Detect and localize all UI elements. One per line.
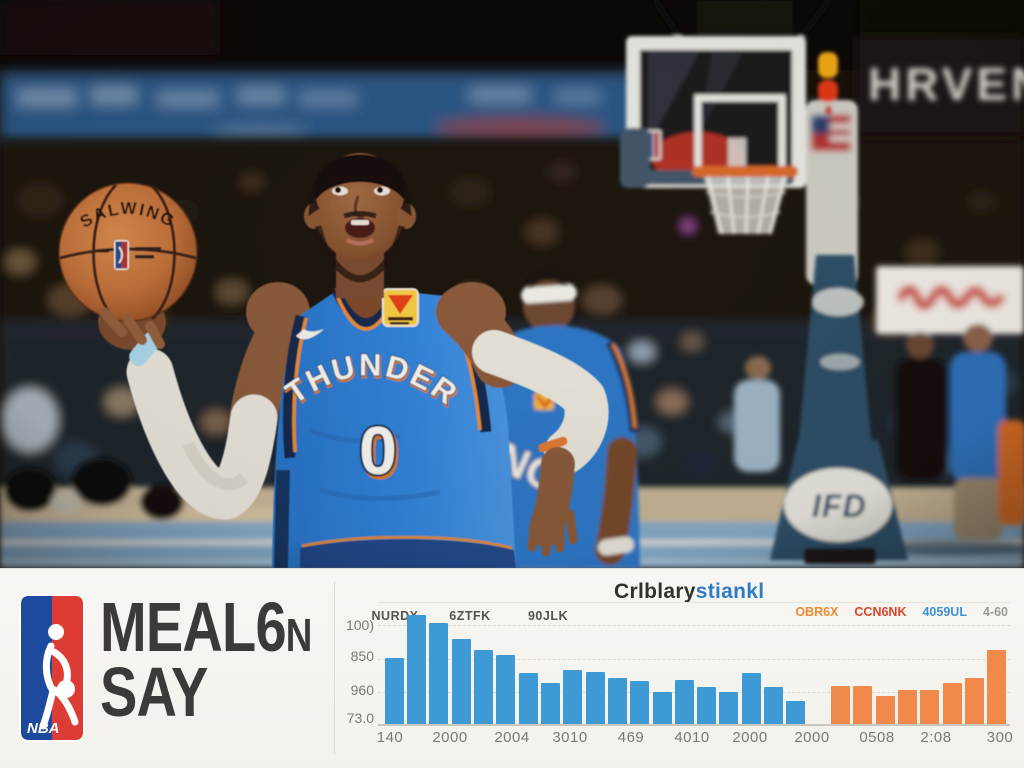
x-tick-label: 2000 [432,729,468,746]
bar-blue [429,622,449,724]
bar-blue [607,677,627,724]
bar-blue [764,687,784,724]
x-tick-label: 4010 [674,729,710,746]
info-banner: NBA MEAL6N SAY Crlblarystiankl OBR6X CCN6… [0,568,1024,768]
bar-orange [920,689,940,724]
chart-inner-label: NURDX [371,609,419,623]
bar-blue [674,680,694,724]
chart-title: Crlblarystiankl [614,580,764,604]
y-tick-label: 850 [350,648,374,664]
chart-title-dark: Crlblary [614,580,696,603]
wordmark-line1-suffix: N [285,609,313,661]
x-tick-label: 140 [376,729,404,746]
divider [334,582,335,754]
bar-orange [875,695,895,724]
bar-blue [630,681,650,724]
bar-blue [719,692,739,724]
y-tick-label: 73.0 [346,710,374,726]
legend-item: OBR6X [795,605,839,619]
bar-blue [585,671,605,724]
gridline [378,602,1010,603]
nba-logo-text: NBA [27,720,60,737]
gridline [378,692,1010,693]
x-tick-label: 2000 [794,729,830,746]
nba-player-silhouette [39,624,79,730]
bar-blue [786,700,806,724]
x-tick-label: 0508 [859,729,895,746]
bar-blue [473,649,493,724]
x-tick-label: 300 [986,729,1014,746]
wordmark-line2: SAY [100,653,208,732]
bar-blue [540,682,560,724]
chart-legend: OBR6X CCN6NK 4059UL 4-60 [795,605,1008,619]
gridline [378,659,1010,660]
photo-scene: HRVEN [0,0,1024,568]
bar-chart: Crlblarystiankl OBR6X CCN6NK 4059UL 4-60 NU… [330,578,1014,764]
wordmark: MEAL6N SAY [100,592,313,732]
bar-blue [518,672,538,724]
bar-orange [853,686,873,724]
bar-blue [697,687,717,724]
legend-item: 4059UL [922,605,967,619]
bar-blue [563,670,583,724]
game-photo: HRVEN [0,0,1024,568]
wordmark-line1: MEAL6 [100,588,287,666]
bar-orange [942,682,962,724]
bar-blue [652,692,672,724]
x-tick-label: 2004 [494,729,530,746]
bar-orange [965,677,985,724]
bar-orange [831,686,851,724]
y-tick-label: 960 [350,682,374,698]
vignette [0,0,1024,568]
bar-blue [741,672,761,724]
legend-item: 4-60 [982,605,1008,619]
chart-inner-label: 6ZTFK [449,609,491,623]
x-tick-label: 469 [617,729,645,746]
chart-title-blue: stiankl [695,580,765,603]
bar-blue [451,638,471,724]
bar-blue [406,615,426,724]
bar-orange [987,649,1007,724]
bar-blue [384,658,404,724]
nba-logo-ball [57,680,75,698]
chart-inner-label: 90JLK [527,609,569,623]
nba-logo: NBA [19,594,85,742]
x-tick-label: 2:08 [920,729,952,746]
y-tick-label: 100) [345,617,374,633]
x-tick-label: 2000 [732,729,768,746]
legend-item: CCN6NK [854,605,907,619]
bar-blue [496,654,516,724]
x-axis-line [378,724,1010,726]
x-tick-label: 3010 [552,729,588,746]
bar-orange [898,689,918,724]
gridline [378,625,1010,626]
